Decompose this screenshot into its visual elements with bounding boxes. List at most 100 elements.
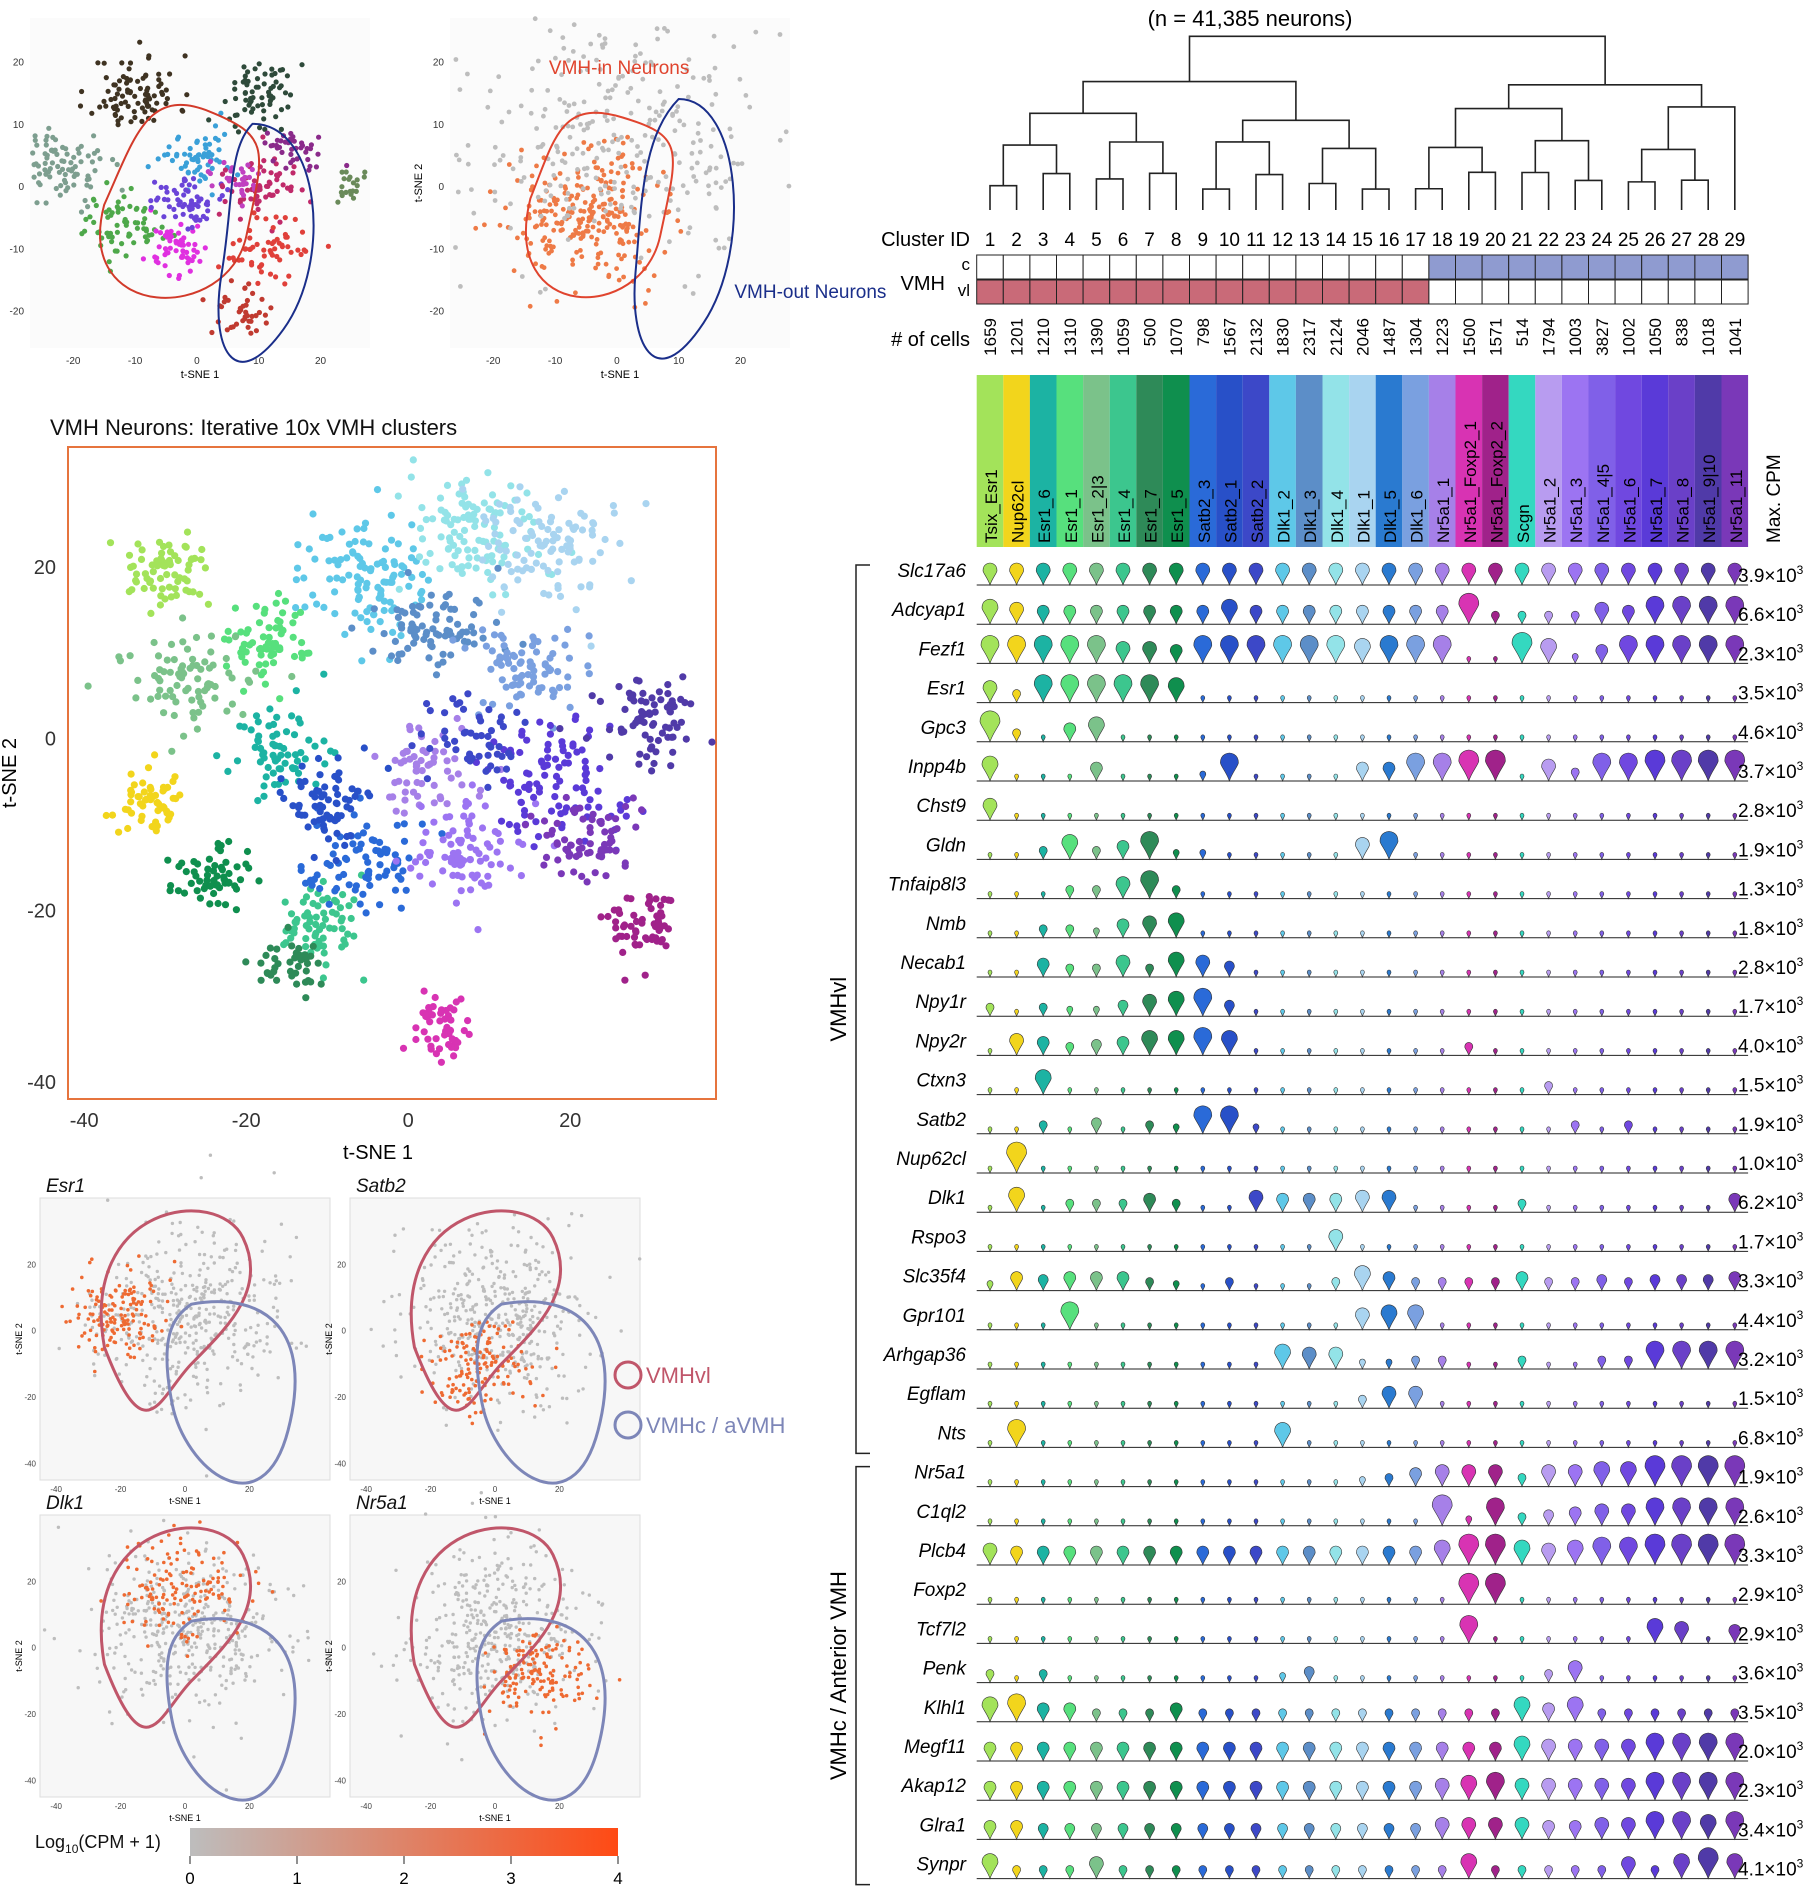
scatter-point (677, 160, 682, 166)
scatter-point (171, 206, 177, 212)
scatter-point (178, 1220, 182, 1225)
scatter-point (464, 690, 472, 698)
scatter-point (149, 1618, 153, 1622)
scatter-point (558, 1327, 563, 1331)
scatter-point (132, 1635, 136, 1639)
scatter-point (493, 1289, 497, 1294)
scatter-point (189, 156, 195, 162)
scatter-point (672, 128, 678, 134)
scatter-point (564, 625, 572, 634)
scatter-point (90, 1289, 95, 1294)
scatter-point (560, 35, 566, 40)
scatter-point (537, 209, 543, 215)
scatter-point (440, 1691, 445, 1696)
scatter-point (506, 782, 514, 790)
scatter-point (553, 1365, 558, 1370)
scatter-point (630, 224, 636, 230)
scatter-point (430, 1696, 434, 1700)
scatter-point (374, 583, 382, 592)
scatter-point (540, 1270, 544, 1274)
scatter-point (196, 894, 204, 902)
scatter-point (85, 204, 91, 210)
scatter-point (230, 1278, 234, 1283)
scatter-point (160, 1329, 164, 1333)
scatter-point (160, 1306, 165, 1311)
scatter-point (484, 568, 492, 577)
scatter-point (143, 1383, 147, 1388)
scatter-point (195, 1634, 199, 1639)
scatter-point (376, 618, 384, 626)
scatter-point (507, 753, 515, 761)
scatter-point (528, 110, 534, 116)
scatter-point (696, 273, 701, 279)
scatter-point (528, 1262, 532, 1266)
scatter-point (238, 1270, 242, 1275)
y-tick-label: 10 (13, 120, 25, 131)
scatter-point (311, 742, 319, 750)
scatter-point (422, 858, 430, 867)
x-axis-label: t-SNE 1 (169, 1813, 201, 1823)
scatter-point (126, 652, 134, 660)
x-tick-label: 0 (614, 356, 620, 367)
scatter-point (448, 1242, 453, 1247)
scatter-point (560, 487, 569, 495)
scatter-point (343, 855, 351, 864)
y-tick-label: -10 (430, 244, 445, 255)
scatter-point (171, 1303, 176, 1307)
scatter-point (335, 776, 343, 784)
scatter-point (241, 658, 249, 666)
scatter-point (261, 1614, 265, 1618)
scatter-point (621, 223, 626, 228)
scatter-point (603, 95, 608, 101)
scatter-point (169, 777, 177, 786)
scatter-point (470, 1421, 475, 1426)
gene-title: Dlk1 (46, 1493, 84, 1514)
scatter-point (338, 528, 346, 536)
scatter-point (194, 687, 202, 696)
scatter-point (143, 226, 149, 232)
scatter-point (269, 659, 278, 667)
scatter-point (256, 1566, 261, 1570)
scatter-point (479, 1622, 484, 1627)
scatter-point (157, 592, 165, 600)
scatter-point (351, 609, 359, 617)
scatter-point (222, 858, 230, 866)
scatter-point (267, 1648, 271, 1652)
scatter-point (279, 67, 286, 73)
scatter-point (435, 1628, 439, 1632)
scatter-point (518, 671, 526, 680)
scatter-point (444, 1357, 448, 1361)
scatter-point (580, 186, 586, 192)
x-tick-label: -20 (115, 1485, 127, 1494)
scatter-point (516, 1638, 521, 1642)
scatter-point (689, 165, 695, 171)
scatter-point (229, 1657, 234, 1661)
scatter-point (182, 53, 188, 59)
scatter-point (653, 912, 661, 920)
scatter-point (154, 197, 160, 203)
scatter-point (545, 1387, 549, 1391)
scatter-point (570, 868, 578, 876)
scatter-point (200, 1629, 204, 1634)
scatter-point (677, 718, 686, 726)
scatter-point (540, 541, 548, 549)
scatter-point (494, 1321, 498, 1326)
scatter-point (610, 509, 618, 517)
scatter-point (226, 1336, 231, 1341)
scatter-point (464, 831, 472, 840)
scatter-point (622, 253, 627, 259)
scatter-point (280, 794, 288, 803)
scatter-point (690, 140, 696, 146)
scatter-point (184, 1406, 188, 1410)
scatter-point (747, 104, 753, 110)
scatter-point (298, 762, 306, 770)
scatter-point (179, 1264, 183, 1268)
scatter-point (222, 1550, 226, 1555)
scatter-point (343, 803, 351, 811)
scatter-point (418, 535, 427, 543)
scatter-point (399, 1044, 408, 1052)
scatter-point (446, 813, 454, 821)
scatter-point (502, 683, 510, 691)
scatter-point (332, 857, 340, 865)
scatter-point (203, 1589, 208, 1593)
